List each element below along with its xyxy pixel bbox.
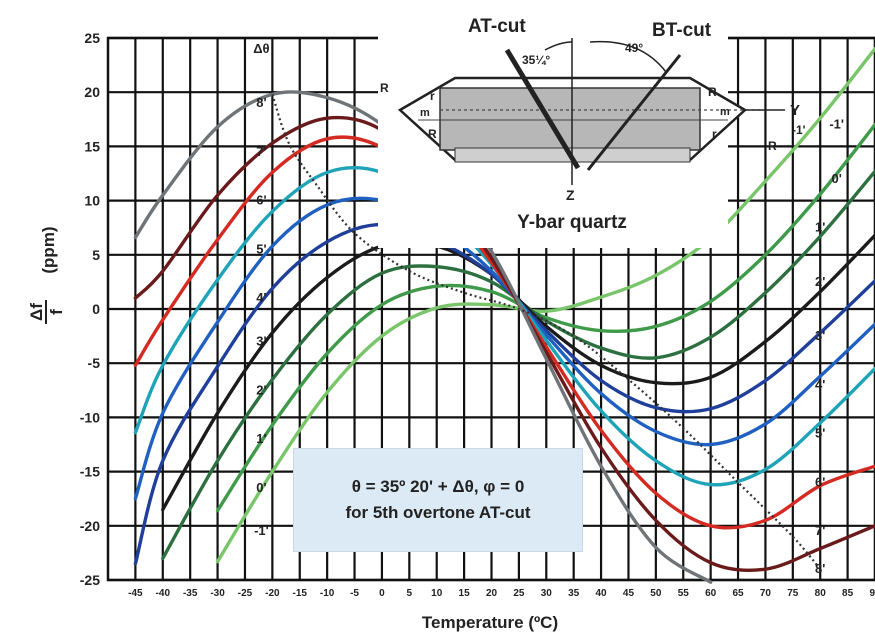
y-tick-label: -5 — [88, 355, 101, 371]
y-tick-label: -10 — [80, 409, 100, 425]
curve-label-right: 2' — [815, 274, 825, 289]
curve-label-right: 5' — [815, 426, 825, 441]
curve-label-left: 2' — [256, 382, 266, 397]
x-tick-label: 40 — [596, 588, 608, 599]
neg1-inset-label: -1' — [792, 123, 806, 137]
face-r-right: r — [712, 127, 717, 141]
y-tick-label: -25 — [80, 572, 100, 588]
curve-label-left: 6' — [256, 193, 266, 208]
curve-label-right: -1' — [829, 117, 844, 132]
y-tick-label: 15 — [84, 138, 100, 154]
x-tick-label: 10 — [431, 588, 443, 599]
curve-label-left: 8' — [256, 95, 266, 110]
x-tick-label: 50 — [650, 588, 662, 599]
x-tick-label: -15 — [293, 588, 308, 599]
x-tick-label: 65 — [732, 588, 744, 599]
x-tick-label: 5 — [407, 588, 413, 599]
curve-label-left: -1' — [254, 523, 269, 538]
x-tick-label: 25 — [513, 588, 525, 599]
crystal-body — [440, 88, 700, 150]
face-m-right: m — [720, 106, 730, 118]
x-tick-label: 0 — [379, 588, 385, 599]
y-axis-label: Δf f (ppm) — [27, 226, 66, 324]
curve-label-left: 0' — [256, 480, 266, 495]
x-tick-label: -25 — [238, 588, 253, 599]
x-tick-label: 90 — [869, 588, 875, 599]
curve-label-left: Δθ — [253, 41, 269, 56]
annotation-line-1: θ = 35º 20' + Δθ, φ = 0 — [352, 474, 525, 500]
y-axis-label-numerator: Δf — [27, 303, 46, 321]
y-axis-label-unit: (ppm) — [39, 226, 58, 273]
x-tick-label: 30 — [541, 588, 553, 599]
x-tick-label: 75 — [787, 588, 799, 599]
y-tick-label: 20 — [84, 84, 100, 100]
x-tick-label: 55 — [678, 588, 690, 599]
x-tick-label: 20 — [486, 588, 498, 599]
y-tick-label: -15 — [80, 464, 100, 480]
at-cut-label: AT-cut — [468, 16, 526, 37]
y-axis-label-denominator: f — [47, 309, 66, 315]
curve-label-left: 7' — [256, 144, 266, 159]
bt-cut-label: BT-cut — [652, 20, 712, 41]
face-r-left: r — [430, 89, 435, 103]
y-axis-inset-label: Y — [790, 102, 800, 119]
x-tick-label: -40 — [156, 588, 171, 599]
x-tick-label: 35 — [568, 588, 580, 599]
y-tick-label: 0 — [92, 301, 100, 317]
face-R-right-top: R — [708, 85, 717, 99]
y-tick-label: 5 — [92, 247, 100, 263]
x-tick-label: 60 — [705, 588, 717, 599]
inset-title: Y-bar quartz — [517, 212, 627, 233]
x-tick-label: 85 — [842, 588, 854, 599]
x-axis-label: Temperature (ºC) — [422, 613, 558, 632]
x-tick-label: -5 — [350, 588, 359, 599]
face-R-left-top: R — [380, 81, 389, 95]
x-tick-label: -20 — [265, 588, 280, 599]
x-tick-label: 45 — [623, 588, 635, 599]
curve-label-right: 7' — [815, 523, 825, 538]
x-tick-label: 80 — [815, 588, 827, 599]
y-tick-label: 10 — [84, 193, 100, 209]
annotation-line-2: for 5th overtone AT-cut — [345, 500, 530, 526]
x-tick-label: -35 — [183, 588, 198, 599]
curve-label-right: 4' — [815, 377, 825, 392]
curve-label-left: 3' — [256, 334, 266, 349]
curve-label-right: 1' — [815, 220, 825, 235]
face-m-left: m — [420, 107, 430, 119]
face-R-right-bottom: R — [768, 139, 777, 153]
curve-label-right: 0' — [831, 171, 841, 186]
annotation-box: θ = 35º 20' + Δθ, φ = 0 for 5th overtone… — [293, 448, 583, 552]
y-tick-label: -20 — [80, 518, 100, 534]
curve-label-right: 8' — [815, 561, 825, 576]
angle-bt-label: 49° — [625, 41, 643, 55]
x-tick-label: -30 — [210, 588, 225, 599]
x-tick-label: -10 — [320, 588, 335, 599]
angle-at-label: 35¼° — [522, 53, 550, 67]
face-R-left-bottom: R — [428, 127, 437, 141]
y-tick-label: 25 — [84, 30, 100, 46]
curve-label-right: 6' — [815, 474, 825, 489]
x-tick-label: 70 — [760, 588, 772, 599]
z-axis-inset-label: Z — [566, 187, 575, 203]
x-tick-label: 15 — [459, 588, 471, 599]
curve-label-left: 4' — [256, 290, 266, 305]
curve-label-left: 5' — [256, 241, 266, 256]
curve-label-right: 3' — [815, 328, 825, 343]
x-tick-label: -45 — [128, 588, 143, 599]
curve-label-left: 1' — [256, 431, 266, 446]
